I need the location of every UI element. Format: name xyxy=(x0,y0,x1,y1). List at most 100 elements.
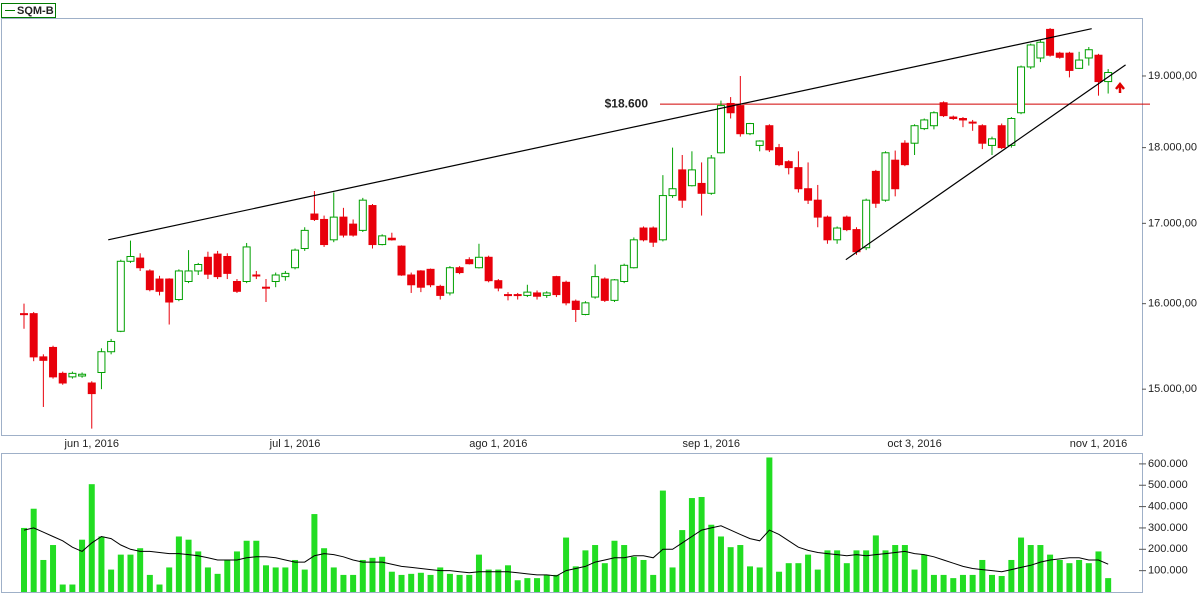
volume-bar xyxy=(224,559,231,592)
y-tick-label: 200.000 xyxy=(1148,543,1188,555)
candle-body xyxy=(1026,44,1035,68)
candle-body xyxy=(165,278,174,303)
volume-bar xyxy=(263,565,269,592)
candle-body xyxy=(291,249,300,269)
volume-bar xyxy=(21,527,27,592)
volume-bar xyxy=(514,580,521,592)
volume-bar xyxy=(379,556,386,592)
candle-body xyxy=(358,199,367,231)
candle-body xyxy=(194,264,203,272)
volume-bar xyxy=(892,545,899,592)
legend xyxy=(1,3,56,18)
candle-body xyxy=(600,278,609,301)
candle-body xyxy=(116,260,125,332)
volume-bar xyxy=(998,575,1005,592)
candle-body xyxy=(97,351,106,373)
x-tick-label: jul 1, 2016 xyxy=(269,438,321,450)
candle-body xyxy=(242,246,251,282)
volume-bar xyxy=(1066,563,1073,592)
volume-bar xyxy=(1047,554,1054,592)
candle-body xyxy=(988,138,996,146)
candle-body xyxy=(174,270,183,301)
candle-body xyxy=(871,170,880,204)
candle-body xyxy=(1046,28,1055,56)
volume-bar xyxy=(98,536,105,592)
volume-bar xyxy=(108,569,115,592)
volume-bar xyxy=(737,545,744,592)
candle-body xyxy=(29,313,38,358)
volume-bar xyxy=(911,569,918,592)
volume-bar xyxy=(350,574,357,592)
volume-bar xyxy=(495,569,502,592)
volume-bar xyxy=(921,554,928,592)
y-tick-label: 500.000 xyxy=(1148,479,1188,491)
volume-bar xyxy=(824,550,831,592)
volume-bar xyxy=(359,559,366,592)
candle-body xyxy=(765,125,774,151)
candle-body xyxy=(271,274,280,282)
volume-bar xyxy=(485,569,492,592)
candle-body xyxy=(145,270,154,291)
volume-bar xyxy=(475,554,482,592)
volume-bar xyxy=(621,545,628,592)
candle-body xyxy=(378,235,387,246)
volume-bar xyxy=(524,578,531,592)
volume-bar xyxy=(979,559,986,592)
candle-body xyxy=(223,255,232,274)
volume-bar xyxy=(543,574,550,592)
y-tick-label: 18.000,00 xyxy=(1148,142,1197,154)
candle-body xyxy=(862,199,871,249)
candle-body xyxy=(1075,59,1084,69)
candle-body xyxy=(523,291,532,296)
volume-bar xyxy=(1027,545,1034,592)
volume-bar xyxy=(321,548,328,592)
volume-bar xyxy=(88,484,95,592)
volume-bar xyxy=(388,571,395,592)
candle-body xyxy=(232,280,241,292)
candle-body xyxy=(136,257,145,269)
candle-body xyxy=(1065,52,1074,71)
candle-body xyxy=(813,199,822,218)
y-tick-label: 600.000 xyxy=(1148,458,1188,470)
candle-body xyxy=(445,267,454,294)
x-tick-label: jun 1, 2016 xyxy=(64,438,119,450)
candle-body xyxy=(562,281,571,304)
candle-body xyxy=(320,218,329,246)
candle-body xyxy=(20,313,28,316)
volume-bar xyxy=(340,574,347,592)
volume-bar xyxy=(863,550,870,592)
volume-bar xyxy=(292,559,299,592)
candle-body xyxy=(571,300,580,310)
trend-line xyxy=(108,28,1092,241)
volume-bar xyxy=(989,574,995,592)
candle-body xyxy=(184,270,193,282)
candle-body xyxy=(39,356,48,361)
volume-bar xyxy=(872,535,879,592)
price-pane xyxy=(1,18,1143,436)
volume-bar xyxy=(834,550,841,592)
candle-body xyxy=(591,276,600,298)
volume-bar xyxy=(127,554,134,592)
candle-body xyxy=(1017,66,1026,114)
candle-body xyxy=(920,119,929,130)
volume-average xyxy=(23,525,1109,577)
candle-body xyxy=(407,274,416,286)
volume-bar xyxy=(805,554,812,592)
x-tick-label: nov 1, 2016 xyxy=(1070,438,1128,450)
volume-bar xyxy=(901,545,908,592)
candle-body xyxy=(203,256,212,275)
volume-bar xyxy=(214,573,221,592)
volume-pane xyxy=(1,453,1143,593)
volume-bar xyxy=(1056,559,1063,592)
volume-bar xyxy=(311,514,318,592)
volume-bar xyxy=(466,574,473,592)
volume-bar xyxy=(282,567,289,592)
volume-bar xyxy=(776,571,783,592)
volume-bar xyxy=(243,540,250,592)
candle-body xyxy=(697,182,706,194)
candle-body xyxy=(804,188,813,201)
candle-body xyxy=(794,167,803,190)
volume-bar xyxy=(717,536,724,592)
volume-bar xyxy=(969,574,976,592)
volume-bar xyxy=(940,574,947,592)
